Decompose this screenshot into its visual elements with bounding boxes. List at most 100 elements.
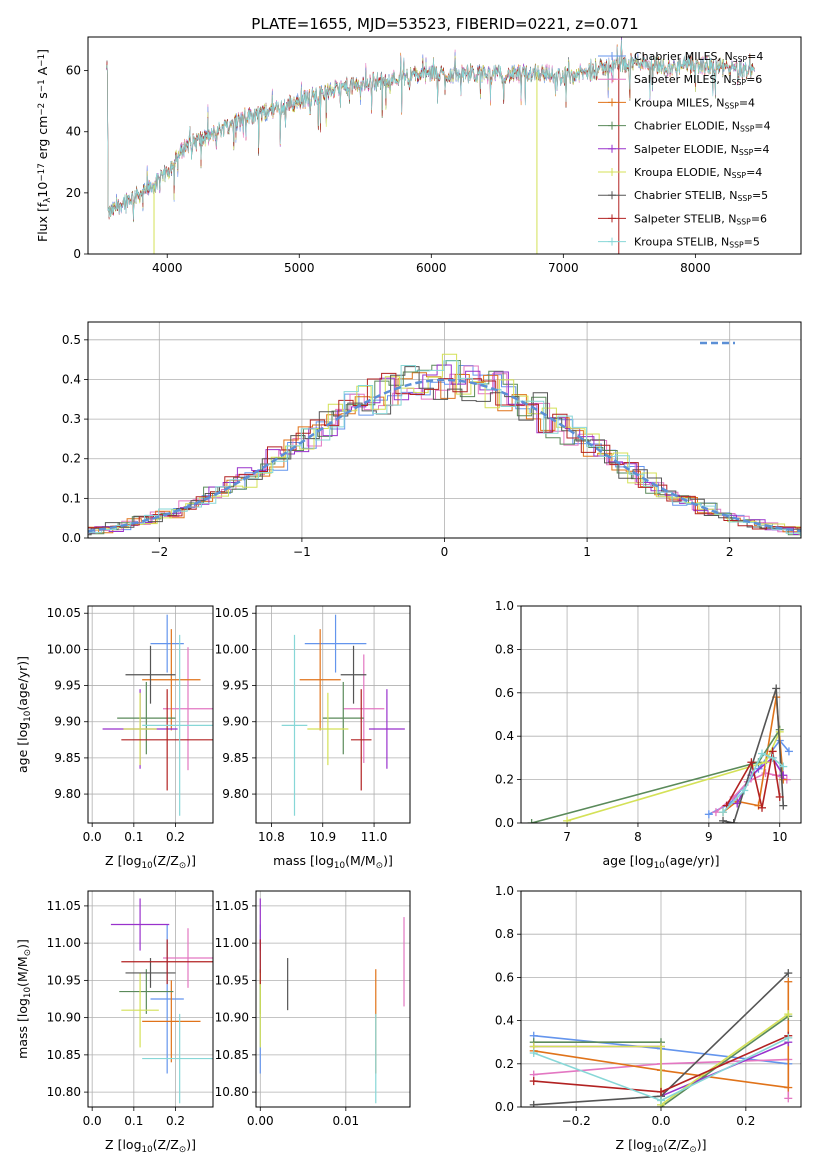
y-axis-label-part: −1 [37,79,47,92]
y-tick-label: 10.00 [215,642,249,656]
legend-entry-part: SSP [740,125,755,134]
legend-entry-part: SSP [732,171,747,180]
y-tick-label: 9.85 [222,751,249,765]
legend-entry-part: Chabrier MILES, N [634,50,733,63]
y-tick-label: 0.0 [495,816,514,830]
y-tick-label: 10.90 [47,1011,81,1025]
y-axis-label: mass [log10(M/M⊙)] [15,939,33,1059]
y-tick-label: 10.05 [47,606,81,620]
y-axis-label-part: ⊙ [23,949,33,956]
legend-entry-part: =4 [739,96,755,109]
y-tick-label: 11.05 [215,899,249,913]
plot-area [259,898,405,1104]
y-tick-label: 0.8 [495,642,514,656]
y-axis-label-part: −2 [37,103,47,116]
legend-entry: Kroupa ELODIE, NSSP=4 [634,166,762,180]
y-axis-label: age [log10(age/yr)] [15,656,33,773]
y-tick-label: 10.80 [47,1085,81,1099]
y-tick-label: 1.0 [495,884,514,898]
x-tick-label: 7000 [548,261,579,275]
legend-entry: Chabrier MILES, NSSP=4 [634,50,763,64]
y-tick-label: 11.00 [215,936,249,950]
legend-entry: Salpeter MILES, NSSP=6 [634,73,762,87]
y-tick-label: 0.3 [62,412,81,426]
legend-entry-part: =5 [752,189,768,202]
y-axis-label: Flux [fλ10−17 erg cm−2 s−1 A−1] [35,49,53,242]
y-tick-label: 10.90 [215,1011,249,1025]
x-tick-label: 2 [726,545,734,559]
y-tick-label: 60 [66,64,81,78]
x-axis-label-part: )] [186,1137,196,1152]
y-tick-label: 0.4 [495,1014,514,1028]
axes-frame [255,605,411,824]
legend-entry: Salpeter STELIB, NSSP=6 [634,212,767,226]
x-axis-label: mass [log10(M/M⊙)] [273,853,393,871]
x-axis-label-part: ⊙ [179,861,186,871]
x-tick-label: 10.9 [309,830,336,844]
y-tick-label: 0 [73,247,81,261]
legend-entry: Chabrier STELIB, NSSP=5 [634,189,768,203]
y-axis-label-part: −1 [37,54,47,67]
y-tick-label: 10.95 [47,973,81,987]
axes-frame [87,890,214,1108]
x-axis-label-part: Z [log [105,853,141,868]
y-tick-label: 0.6 [495,686,514,700]
legend-entry-part: SSP [733,55,748,64]
y-axis-label-part: ] [35,49,50,54]
x-axis-label-part: (age/yr)] [665,853,720,868]
x-tick-label: 11.0 [361,830,388,844]
x-tick-label: 0.0 [651,1114,670,1128]
axes-frame [520,605,802,824]
x-axis-label-part: mass [log [273,853,334,868]
y-tick-label: 9.80 [222,787,249,801]
legend-entry-part: SSP [724,102,739,111]
y-axis-label-part: age [log [15,722,30,773]
x-tick-label: 4000 [152,261,183,275]
mass-vs-EBV-axes: 0.00 0.01 10.80 10.85 10.90 10.95 11.00 11.05 [215,890,411,1128]
x-tick-label: 10.8 [258,830,285,844]
y-tick-label: 0.2 [495,773,514,787]
y-tick-label: 10.05 [215,606,249,620]
legend-entry-part: Kroupa STELIB, N [634,236,729,249]
x-tick-label: −0.2 [562,1114,591,1128]
y-axis-label-part: A [35,66,50,79]
legend-entry-part: Salpeter ELODIE, N [634,143,739,156]
x-axis-label-part: 10 [652,1145,663,1155]
legend-entry-part: Kroupa ELODIE, N [634,166,732,179]
legend-entry: Kroupa MILES, NSSP=4 [634,96,755,110]
y-tick-label: 20 [66,186,81,200]
x-axis-label-part: 10 [334,861,345,871]
y-tick-label: 11.00 [47,936,81,950]
axes-frame [520,890,802,1108]
gaussian-reference-curve [88,378,801,533]
y-tick-label: 9.90 [54,715,81,729]
x-axis-label-part: Z [log [105,1137,141,1152]
y-tick-label: 9.80 [54,787,81,801]
y-axis-label-part: Flux [f [35,202,50,242]
x-axis-label: Z [log10(Z/Z⊙)] [616,1137,707,1155]
y-axis-label-part: 10 [35,182,50,198]
x-tick-label: 10 [772,830,787,844]
x-axis-label: Z [log10(Z/Z⊙)] [105,1137,196,1155]
x-axis-label: Z [log10(Z/Z⊙)] [105,853,196,871]
age-vs-Z-axes: 0.0 0.1 0.2 9.80 9.85 9.90 9.95 10.00 10.05 Z [lo… [15,605,214,871]
legend-entry-part: Salpeter STELIB, N [634,212,736,225]
y-tick-label: 0.4 [495,729,514,743]
y-tick-label: 9.90 [222,715,249,729]
mass-weight-vs-Z-axes: −0.2 0.0 0.2 0.0 0.2 0.4 0.6 0.8 1.0 Z [log10(Z/Z… [495,884,802,1155]
x-tick-label: 1 [583,545,591,559]
x-axis-label-part: age [log [602,853,653,868]
plot-area [110,898,213,1104]
y-tick-label: 9.85 [54,751,81,765]
y-axis-label-part: −17 [37,163,47,181]
y-axis-label-part: mass [log [15,998,30,1059]
x-axis-label-part: )] [383,853,393,868]
histogram-series [88,365,801,533]
x-tick-label: −1 [293,545,311,559]
y-tick-label: 10.80 [215,1085,249,1099]
plot-area [281,614,405,816]
mass-vs-Z-axes: 0.0 0.1 0.2 10.80 10.85 10.90 10.95 11.00 11.05 Z… [15,890,214,1155]
x-axis-label-part: ⊙ [689,1145,696,1155]
